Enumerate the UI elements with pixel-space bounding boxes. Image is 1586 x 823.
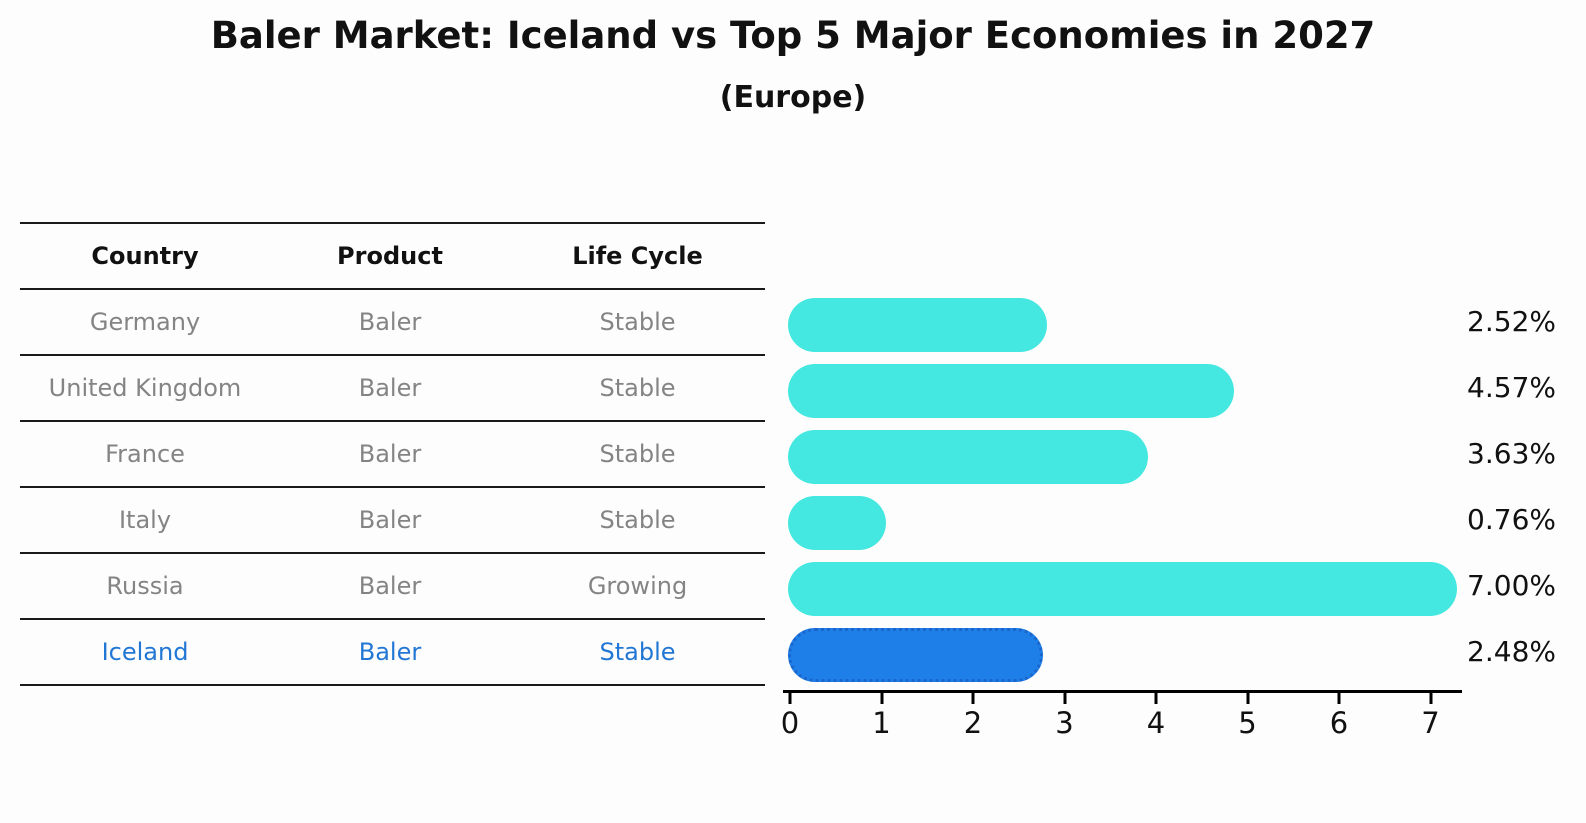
x-tick-label-2: 2 [963, 706, 983, 740]
country-table: Country Product Life Cycle Germany Baler S… [20, 222, 765, 686]
bar-russia [788, 562, 1457, 616]
cell-country: Italy [118, 506, 172, 534]
x-tick-label-3: 3 [1055, 706, 1074, 740]
bar-united-kingdom [788, 364, 1234, 418]
bar-series [788, 292, 1488, 688]
x-tick-mark-0 [788, 693, 792, 704]
table-row-iceland: Iceland Baler Stable [20, 618, 765, 684]
value-label-germany: 2.52% [1467, 304, 1556, 338]
value-label-italy: 0.76% [1467, 502, 1556, 536]
cell-country: Germany [89, 308, 201, 336]
table-row-france: France Baler Stable [20, 420, 765, 486]
x-axis-ticks: 0 1 2 3 4 5 6 7 [781, 693, 1470, 743]
table-row-italy: Italy Baler Stable [20, 486, 765, 552]
cell-life-cycle: Stable [599, 440, 676, 468]
chart-title: Baler Market: Iceland vs Top 5 Major Eco… [210, 14, 1376, 57]
x-tick-label-7: 7 [1421, 706, 1440, 740]
column-header-country: Country [91, 242, 199, 270]
x-tick-mark-7 [1429, 693, 1432, 704]
cell-product: Baler [358, 638, 422, 666]
chart-subtitle: (Europe) [719, 80, 867, 115]
x-tick-label-4: 4 [1146, 706, 1166, 740]
bar-italy [788, 496, 886, 550]
cell-country: Iceland [101, 638, 189, 666]
cell-product: Baler [358, 506, 422, 534]
x-tick-mark-6 [1337, 693, 1341, 704]
column-header-product: Product [337, 242, 443, 270]
cell-product: Baler [358, 440, 422, 468]
cell-country: France [105, 440, 185, 468]
x-axis-line [783, 690, 1462, 693]
cell-life-cycle: Stable [599, 374, 676, 402]
table-body: Germany Baler Stable United Kingdom Baler Sta… [20, 288, 765, 684]
cell-country: United Kingdom [48, 374, 242, 402]
bar-iceland [788, 628, 1043, 682]
value-label-russia: 7.00% [1467, 568, 1556, 602]
value-label-iceland: 2.48% [1467, 634, 1556, 668]
table-row-united-kingdom: United Kingdom Baler Stable [20, 354, 765, 420]
cell-country: Russia [106, 572, 184, 600]
cell-life-cycle: Growing [587, 572, 688, 600]
x-tick-mark-3 [1063, 693, 1066, 704]
x-tick-mark-2 [971, 693, 975, 704]
cell-product: Baler [358, 572, 422, 600]
value-label-united-kingdom: 4.57% [1467, 370, 1556, 404]
x-tick-label-1: 1 [872, 706, 891, 740]
x-tick-label-6: 6 [1329, 706, 1349, 740]
x-tick-mark-4 [1154, 693, 1158, 704]
x-tick-label-0: 0 [780, 706, 800, 740]
x-tick-mark-1 [880, 693, 883, 704]
cell-product: Baler [358, 374, 422, 402]
cell-life-cycle: Stable [599, 308, 676, 336]
table-row-germany: Germany Baler Stable [20, 288, 765, 354]
bar-france [788, 430, 1148, 484]
x-tick-mark-5 [1246, 693, 1249, 704]
cell-product: Baler [358, 308, 422, 336]
value-label-france: 3.63% [1467, 436, 1556, 470]
column-header-life-cycle: Life Cycle [572, 242, 703, 270]
bar-germany [788, 298, 1047, 352]
table-row-russia: Russia Baler Growing [20, 552, 765, 618]
cell-life-cycle: Stable [599, 506, 676, 534]
table-header-row: Country Product Life Cycle [20, 222, 765, 288]
cell-life-cycle: Stable [599, 638, 676, 666]
x-tick-label-5: 5 [1238, 706, 1257, 740]
